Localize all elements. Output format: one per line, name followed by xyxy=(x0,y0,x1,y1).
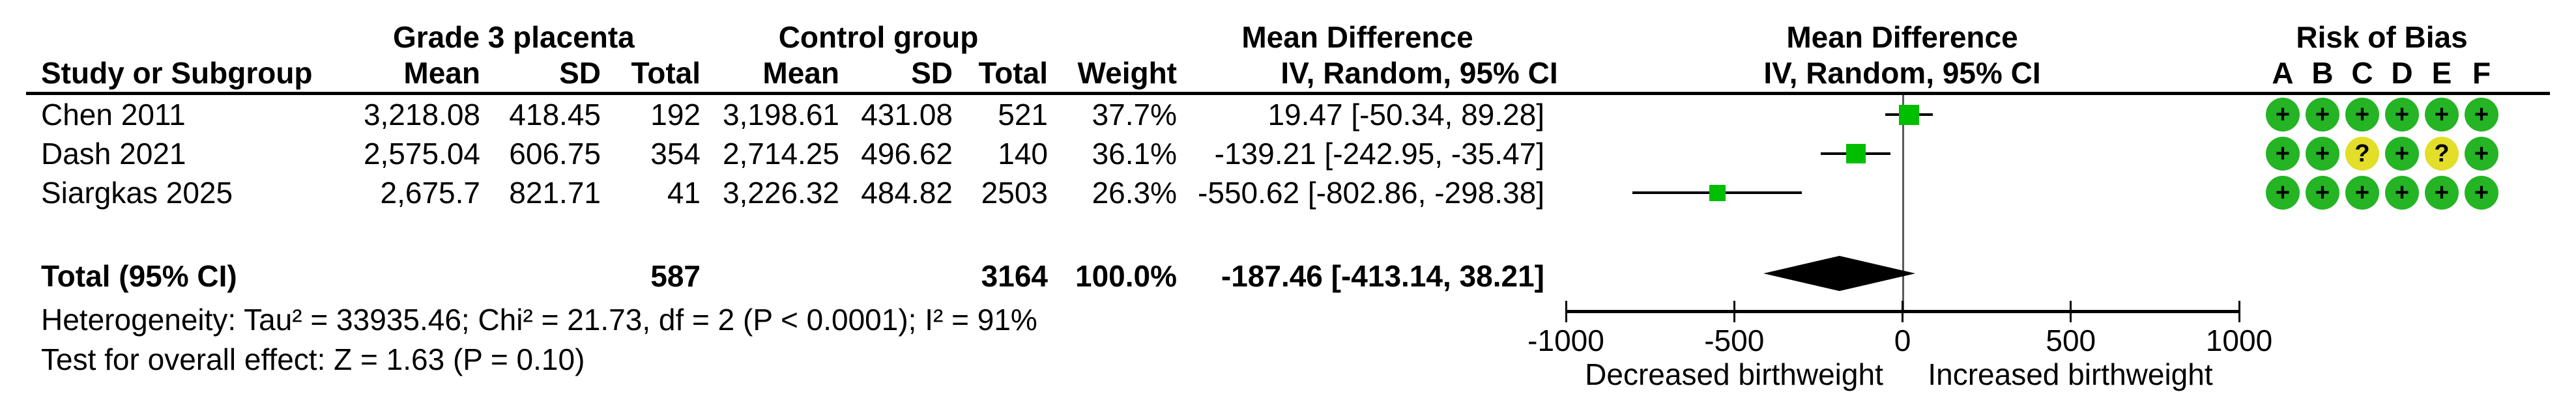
group-header-grade3: Grade 3 placenta xyxy=(393,20,635,54)
axis-tick xyxy=(1733,301,1735,322)
total-ci-text: -187.46 [-413.14, 38.21] xyxy=(1221,259,1544,293)
col-header-weight: Weight xyxy=(1077,56,1177,90)
axis-tick-label: 500 xyxy=(2046,324,2096,357)
header-rule xyxy=(26,92,2550,95)
rob-domain-f: F xyxy=(2472,56,2491,90)
col-header-c-total: Total xyxy=(978,56,1048,90)
g-total-value: 354 xyxy=(650,137,701,171)
study-label: Siargkas 2025 xyxy=(41,176,233,210)
rob-circle: + xyxy=(2266,137,2300,171)
rob-domain-d: D xyxy=(2391,56,2413,90)
c-sd-value: 484.82 xyxy=(861,176,953,210)
study-effect-square xyxy=(1899,104,1920,125)
axis-tick xyxy=(2238,301,2240,322)
rob-circle: ? xyxy=(2425,137,2459,171)
rob-circle: + xyxy=(2385,137,2419,171)
g-sd-value: 418.45 xyxy=(509,98,601,132)
md-plot-column-title: Mean Difference xyxy=(1786,20,2018,54)
rob-circle: + xyxy=(2465,98,2498,132)
g-sd-value: 606.75 xyxy=(509,137,601,171)
heterogeneity-note: Heterogeneity: Tau² = 33935.46; Chi² = 2… xyxy=(41,303,1037,337)
rob-circle: + xyxy=(2385,98,2419,132)
c-total-value: 2503 xyxy=(981,176,1048,210)
rob-circle: + xyxy=(2465,176,2498,210)
axis-tick-label: 0 xyxy=(1894,324,1911,357)
col-header-g-sd: SD xyxy=(559,56,601,90)
col-header-c-mean: Mean xyxy=(762,56,839,90)
zero-reference-line xyxy=(1902,95,1904,313)
rob-circle: + xyxy=(2385,176,2419,210)
c-total-value: 521 xyxy=(998,98,1048,132)
axis-tick-label: -500 xyxy=(1704,324,1765,357)
g-mean-value: 2,575.04 xyxy=(363,137,480,171)
rob-circle: + xyxy=(2425,176,2459,210)
c-sd-value: 431.08 xyxy=(861,98,953,132)
rob-circle: + xyxy=(2266,176,2300,210)
rob-domain-e: E xyxy=(2431,56,2452,90)
c-mean-value: 2,714.25 xyxy=(722,137,839,171)
rob-domain-a: A xyxy=(2272,56,2294,90)
col-header-ci-plot: IV, Random, 95% CI xyxy=(1763,56,2041,90)
overall-effect-note: Test for overall effect: Z = 1.63 (P = 0… xyxy=(41,342,585,376)
axis-tick xyxy=(2070,301,2072,322)
axis-tick-label: 1000 xyxy=(2205,324,2273,357)
ci-text-value: -139.21 [-242.95, -35.47] xyxy=(1214,137,1544,171)
weight-value: 37.7% xyxy=(1092,98,1177,132)
total-c-n: 3164 xyxy=(981,259,1048,293)
weight-value: 36.1% xyxy=(1092,137,1177,171)
rob-circle: + xyxy=(2306,176,2339,210)
axis-caption-left: Decreased birthweight xyxy=(1585,357,1883,391)
study-label: Chen 2011 xyxy=(41,98,186,132)
ci-text-value: 19.47 [-50.34, 89.28] xyxy=(1267,98,1544,132)
c-total-value: 140 xyxy=(998,137,1048,171)
study-effect-square xyxy=(1845,144,1866,163)
rob-domain-c: C xyxy=(2351,56,2373,90)
risk-of-bias-title: Risk of Bias xyxy=(2296,20,2468,54)
rob-circle: + xyxy=(2306,98,2339,132)
axis-tick xyxy=(1902,301,1903,322)
total-weight: 100.0% xyxy=(1075,259,1177,293)
study-effect-square xyxy=(1709,184,1726,201)
col-header-c-sd: SD xyxy=(911,56,953,90)
g-sd-value: 821.71 xyxy=(509,176,601,210)
g-mean-value: 3,218.08 xyxy=(363,98,480,132)
rob-circle: + xyxy=(2425,98,2459,132)
axis-tick xyxy=(1565,301,1567,322)
pooled-effect-diamond xyxy=(1763,256,1916,291)
study-label: Dash 2021 xyxy=(41,137,186,171)
axis-caption-right: Increased birthweight xyxy=(1928,357,2213,391)
col-header-g-total: Total xyxy=(631,56,701,90)
g-total-value: 41 xyxy=(667,176,701,210)
rob-circle: + xyxy=(2345,176,2379,210)
c-sd-value: 496.62 xyxy=(861,137,953,171)
ci-text-value: -550.62 [-802.86, -298.38] xyxy=(1198,176,1544,210)
g-total-value: 192 xyxy=(650,98,701,132)
group-header-control: Control group xyxy=(778,20,979,54)
col-header-ci-text: IV, Random, 95% CI xyxy=(1281,56,1558,90)
axis-tick-label: -1000 xyxy=(1527,324,1604,357)
md-text-column-title: Mean Difference xyxy=(1241,20,1473,54)
rob-circle: + xyxy=(2465,137,2498,171)
total-label: Total (95% CI) xyxy=(41,259,237,293)
c-mean-value: 3,226.32 xyxy=(722,176,839,210)
rob-circle: + xyxy=(2306,137,2339,171)
g-mean-value: 2,675.7 xyxy=(380,176,480,210)
col-header-g-mean: Mean xyxy=(403,56,480,90)
total-g-n: 587 xyxy=(650,259,701,293)
weight-value: 26.3% xyxy=(1092,176,1177,210)
rob-circle: + xyxy=(2345,98,2379,132)
c-mean-value: 3,198.61 xyxy=(722,98,839,132)
rob-circle: + xyxy=(2266,98,2300,132)
rob-domain-b: B xyxy=(2311,56,2334,90)
rob-circle: ? xyxy=(2345,137,2379,171)
col-header-study: Study or Subgroup xyxy=(41,56,313,90)
